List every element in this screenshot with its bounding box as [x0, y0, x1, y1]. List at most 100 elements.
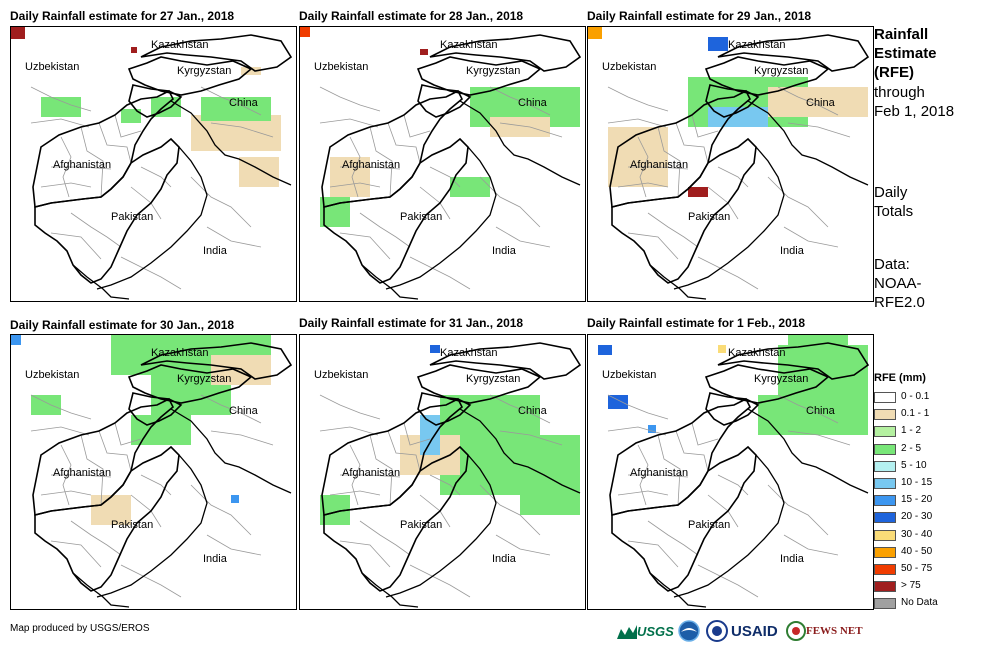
legend-swatch — [874, 478, 896, 489]
place-label-uzbekistan: Uzbekistan — [314, 369, 369, 381]
province-boundary — [495, 226, 551, 248]
map-panel-6: Kazakhstan Uzbekistan Kyrgyzstan China Afgha… — [587, 334, 874, 610]
province-boundary — [340, 166, 401, 170]
legend-swatch — [874, 443, 896, 455]
province-boundary — [369, 126, 393, 198]
place-label-kazakhstan: Kazakhstan — [728, 39, 786, 51]
rainfall-area — [330, 157, 370, 197]
province-boundary — [114, 114, 142, 138]
place-label-pakistan: Pakistan — [400, 211, 443, 223]
province-boundary — [359, 520, 411, 556]
province-boundary — [339, 232, 391, 260]
fewsnet-logo: FEWS NET — [786, 619, 863, 643]
place-label-uzbekistan: Uzbekistan — [602, 369, 657, 381]
rainfall-area — [430, 345, 440, 353]
country-border — [704, 56, 830, 96]
country-border — [170, 408, 292, 494]
usgs-logo: USGS — [617, 619, 674, 643]
panel-title-6: Daily Rainfall estimate for 1 Feb., 2018 — [587, 316, 806, 330]
country-border — [649, 264, 707, 300]
province-boundary — [319, 426, 379, 436]
province-boundary — [80, 126, 104, 198]
place-label-uzbekistan: Uzbekistan — [25, 61, 80, 73]
province-boundary — [98, 122, 132, 164]
country-border — [416, 364, 542, 404]
province-boundary — [499, 122, 563, 138]
place-label-china: China — [229, 405, 258, 417]
place-label-kyrgyzstan: Kyrgyzstan — [466, 373, 521, 385]
noaa-logo — [678, 619, 700, 643]
rainfall-map — [598, 335, 870, 608]
country-border — [128, 84, 183, 118]
province-boundary — [120, 256, 182, 290]
side-source-2: RFE2.0 — [874, 294, 925, 311]
side-data: Data: — [874, 256, 910, 273]
country-border — [140, 34, 293, 72]
province-boundary — [627, 232, 679, 260]
rainfall-area — [211, 127, 271, 147]
legend-swatch — [874, 460, 896, 472]
province-boundary — [647, 212, 699, 248]
country-border — [323, 137, 469, 284]
province-boundary — [329, 490, 381, 496]
province-boundary — [657, 126, 681, 198]
country-border — [673, 146, 785, 290]
rainfall-area — [231, 495, 239, 503]
province-boundary — [98, 430, 132, 472]
place-label-india: India — [492, 553, 516, 565]
country-border — [649, 572, 707, 608]
country-border — [611, 445, 757, 592]
province-boundary — [691, 422, 719, 446]
place-label-afghanistan: Afghanistan — [342, 159, 401, 171]
province-boundary — [617, 182, 669, 188]
province-boundary — [777, 86, 839, 116]
province-boundary — [607, 394, 669, 420]
place-label-afghanistan: Afghanistan — [630, 159, 689, 171]
place-label-kyrgyzstan: Kyrgyzstan — [177, 373, 232, 385]
rainfall-area — [768, 87, 868, 117]
panel-title-3: Daily Rainfall estimate for 29 Jan., 201… — [587, 9, 812, 23]
province-boundary — [409, 256, 471, 290]
province-boundary — [30, 426, 90, 436]
place-label-pakistan: Pakistan — [688, 519, 731, 531]
country-border — [72, 572, 130, 608]
rainfall-area — [450, 177, 490, 197]
country-border — [34, 137, 180, 284]
province-boundary — [319, 118, 379, 128]
rainfall-area — [41, 97, 81, 117]
place-label-kazakhstan: Kazakhstan — [440, 39, 498, 51]
legend-label: 40 - 50 — [901, 545, 933, 557]
legend-label: 10 - 15 — [901, 477, 933, 488]
province-boundary — [479, 484, 541, 536]
rainfall-area — [688, 187, 708, 197]
country-border — [705, 84, 760, 118]
country-border — [385, 146, 497, 290]
country-border — [385, 454, 497, 598]
country-border — [747, 408, 869, 494]
place-label-pakistan: Pakistan — [688, 211, 731, 223]
legend-label: 30 - 40 — [901, 528, 933, 540]
province-boundary — [359, 212, 411, 248]
rainfall-area — [708, 107, 768, 127]
province-boundary — [210, 122, 274, 138]
province-boundary — [787, 430, 851, 446]
province-boundary — [140, 474, 172, 496]
province-boundary — [429, 474, 461, 496]
country-border — [429, 342, 582, 380]
rainfall-area — [490, 117, 550, 137]
rainfall-area — [788, 335, 848, 365]
rainfall-area — [608, 395, 628, 409]
place-label-china: China — [806, 405, 835, 417]
province-boundary — [403, 422, 431, 446]
place-label-pakistan: Pakistan — [400, 519, 443, 531]
province-boundary — [200, 394, 262, 424]
province-boundary — [499, 430, 563, 446]
province-boundary — [628, 166, 689, 170]
country-border — [717, 342, 870, 380]
rainfall-area — [91, 495, 131, 525]
side-heading-1: Rainfall — [874, 26, 929, 43]
province-boundary — [140, 166, 172, 188]
province-boundary — [479, 176, 541, 228]
province-boundary — [30, 118, 90, 128]
legend-title: RFE (mm) — [874, 372, 926, 384]
